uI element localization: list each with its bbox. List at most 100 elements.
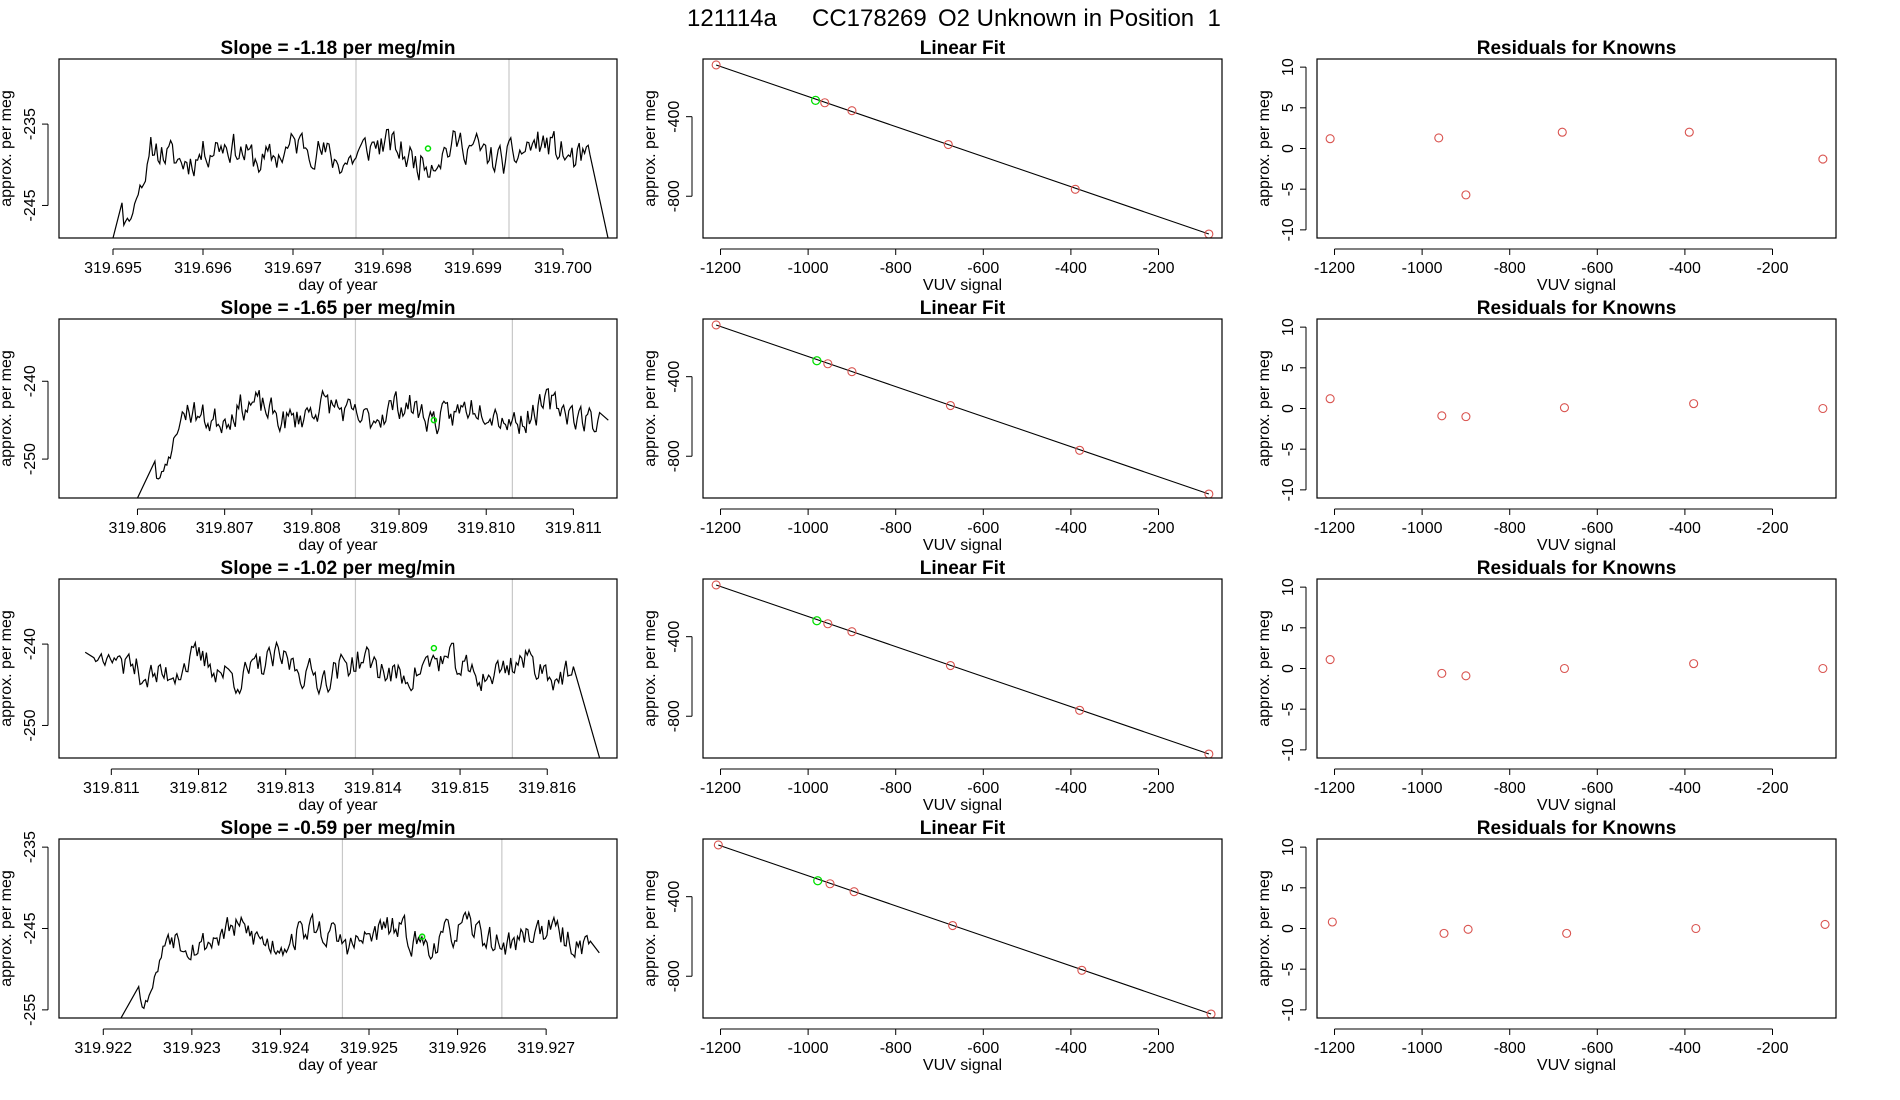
x-tick-label: -200	[1756, 260, 1788, 277]
plot-area	[112, 59, 609, 238]
known-point	[1559, 403, 1570, 413]
x-tick-label: -600	[967, 260, 999, 277]
plot-frame	[58, 318, 618, 499]
y-tick-label: 0	[1280, 924, 1297, 933]
x-tick-label: -800	[1494, 1040, 1526, 1057]
known-point	[1559, 663, 1570, 674]
known-point	[1557, 127, 1567, 137]
panel-r3-timeseries: Slope = -1.02 per meg/min day of year appr…	[0, 558, 618, 814]
known-point	[847, 367, 857, 377]
x-tick-label: -1000	[1402, 1040, 1443, 1057]
known-point	[945, 400, 956, 411]
plot-frame	[1316, 318, 1837, 499]
x-tick-label: -600	[1581, 1040, 1613, 1057]
x-axis: -1200 -1000 -800 -600 -400 -200	[1314, 248, 1789, 277]
plot-area	[711, 60, 1214, 238]
y-tick-label: 0	[1280, 404, 1297, 413]
y-axis-label: approx. per meg	[0, 610, 15, 727]
y-axis-label: approx. per meg	[642, 90, 659, 207]
plot-area	[711, 580, 1214, 758]
y-axis-label: approx. per meg	[1256, 610, 1273, 727]
x-tick-label: 319.807	[196, 520, 254, 537]
x-tick-label: 319.808	[283, 520, 341, 537]
y-tick-label: 5	[1280, 363, 1297, 372]
known-point	[1325, 654, 1335, 665]
known-point	[1204, 489, 1214, 498]
panel-title: Slope = -1.18 per meg/min	[221, 38, 456, 59]
known-point	[1691, 923, 1701, 934]
x-axis: 319.922 319.923 319.924 319.925 319.926 319.9…	[74, 1028, 575, 1057]
y-axis-label: approx. per meg	[1256, 350, 1273, 467]
plot-area	[84, 579, 601, 758]
known-point	[847, 106, 857, 116]
y-tick-label: 0	[1280, 664, 1297, 673]
x-axis: -1200 -1000 -800 -600 -400 -200	[1314, 768, 1789, 797]
known-point	[711, 580, 721, 590]
x-axis: -1200 -1000 -800 -600 -400 -200	[700, 768, 1175, 797]
plot-frame	[702, 838, 1223, 1019]
plot-area	[1325, 127, 1828, 200]
unknown-point	[812, 356, 822, 366]
panel-r3-linear-fit: Linear Fit VUV signal approx. per meg -1200…	[642, 558, 1223, 814]
known-point	[1439, 928, 1449, 938]
plot-area	[711, 320, 1214, 498]
unknown-marker-point	[430, 644, 438, 652]
x-tick-label: 319.812	[170, 780, 228, 797]
x-tick-label: -600	[1581, 520, 1613, 537]
y-tick-label: 5	[1280, 103, 1297, 112]
y-axis: -800 -400	[666, 101, 693, 212]
x-tick-label: -800	[880, 780, 912, 797]
x-tick-label: 319.926	[429, 1040, 487, 1057]
known-point	[1434, 133, 1444, 143]
x-tick-label: -1200	[1314, 780, 1355, 797]
panel-title: Slope = -0.59 per meg/min	[221, 818, 456, 839]
x-axis-label: VUV signal	[1537, 797, 1616, 814]
y-axis: -250 -240	[22, 365, 49, 475]
known-point	[825, 879, 835, 889]
x-tick-label: -1000	[788, 260, 829, 277]
known-point	[945, 660, 956, 671]
x-axis: -1200 -1000 -800 -600 -400 -200	[700, 248, 1175, 277]
x-tick-label: 319.811	[83, 780, 140, 797]
panel-title: Residuals for Knowns	[1477, 298, 1677, 319]
y-axis: -245 -235	[22, 108, 49, 221]
y-axis-label: approx. per meg	[642, 350, 659, 467]
x-tick-label: -400	[1669, 520, 1701, 537]
plot-frame	[702, 318, 1223, 499]
x-tick-label: 319.813	[257, 780, 315, 797]
x-axis-label: day of year	[298, 277, 378, 294]
known-point	[1689, 399, 1699, 409]
known-point	[713, 840, 723, 850]
y-axis: -10 -5 0 5 10	[1280, 578, 1307, 761]
y-tick-label: -250	[22, 709, 39, 741]
x-tick-label: -800	[1494, 260, 1526, 277]
y-tick-label: 5	[1280, 623, 1297, 632]
plot-area	[120, 839, 600, 1018]
x-axis-label: VUV signal	[1537, 277, 1616, 294]
x-tick-label: -600	[967, 520, 999, 537]
x-tick-label: -800	[880, 260, 912, 277]
panel-r1-linear-fit: Linear Fit VUV signal approx. per meg -1200…	[642, 38, 1223, 294]
x-axis-label: VUV signal	[923, 277, 1002, 294]
unknown-point	[810, 95, 821, 106]
plot-frame	[702, 578, 1223, 759]
known-point	[1684, 127, 1694, 137]
y-tick-label: -245	[22, 912, 39, 944]
y-tick-label: -240	[22, 365, 39, 397]
unknown-point	[812, 616, 822, 626]
panel-title: Residuals for Knowns	[1477, 818, 1677, 839]
plot-frame	[58, 58, 618, 239]
y-tick-label: -5	[1280, 962, 1297, 976]
known-point	[847, 627, 857, 637]
known-point	[1204, 229, 1214, 238]
x-tick-label: -1000	[788, 780, 829, 797]
x-tick-label: -200	[1142, 260, 1174, 277]
x-tick-label: -200	[1142, 780, 1174, 797]
x-tick-label: -400	[1669, 260, 1701, 277]
figure-title-run-id: 121114a	[687, 5, 778, 32]
panel-r2-linear-fit: Linear Fit VUV signal approx. per meg -1200…	[642, 298, 1223, 554]
y-axis: -10 -5 0 5 10	[1280, 838, 1307, 1021]
known-point	[1461, 412, 1471, 422]
x-tick-label: -600	[1581, 260, 1613, 277]
known-point	[1689, 659, 1699, 669]
